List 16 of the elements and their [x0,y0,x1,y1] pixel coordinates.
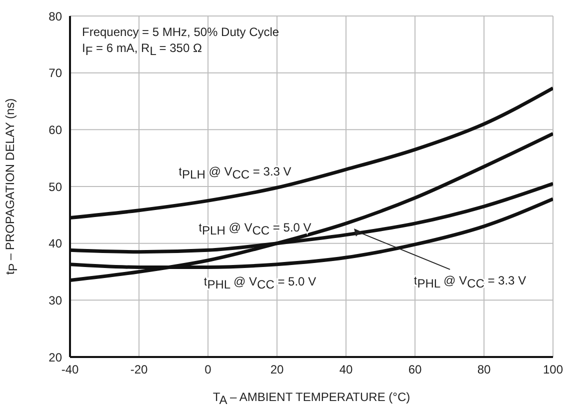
y-tick-label: 70 [48,66,62,80]
y-tick-label: 30 [48,293,62,308]
x-tick-label: 80 [477,362,491,377]
annotation: Frequency = 5 MHz, 50% Duty Cycle [82,25,280,39]
x-tick-label: 100 [542,362,564,377]
x-tick-label: 40 [339,362,353,377]
y-tick-label: 40 [48,236,62,251]
y-tick-label: 60 [48,122,62,137]
y-tick-label: 50 [48,180,62,194]
x-tick-label: -40 [61,362,79,377]
y-tick-label: 20 [48,350,62,364]
x-tick-label: -20 [130,362,148,377]
x-tick-label: 60 [408,362,422,377]
x-tick-label: 20 [270,362,284,377]
x-tick-label: 0 [204,362,212,377]
y-tick-label: 80 [48,9,62,24]
